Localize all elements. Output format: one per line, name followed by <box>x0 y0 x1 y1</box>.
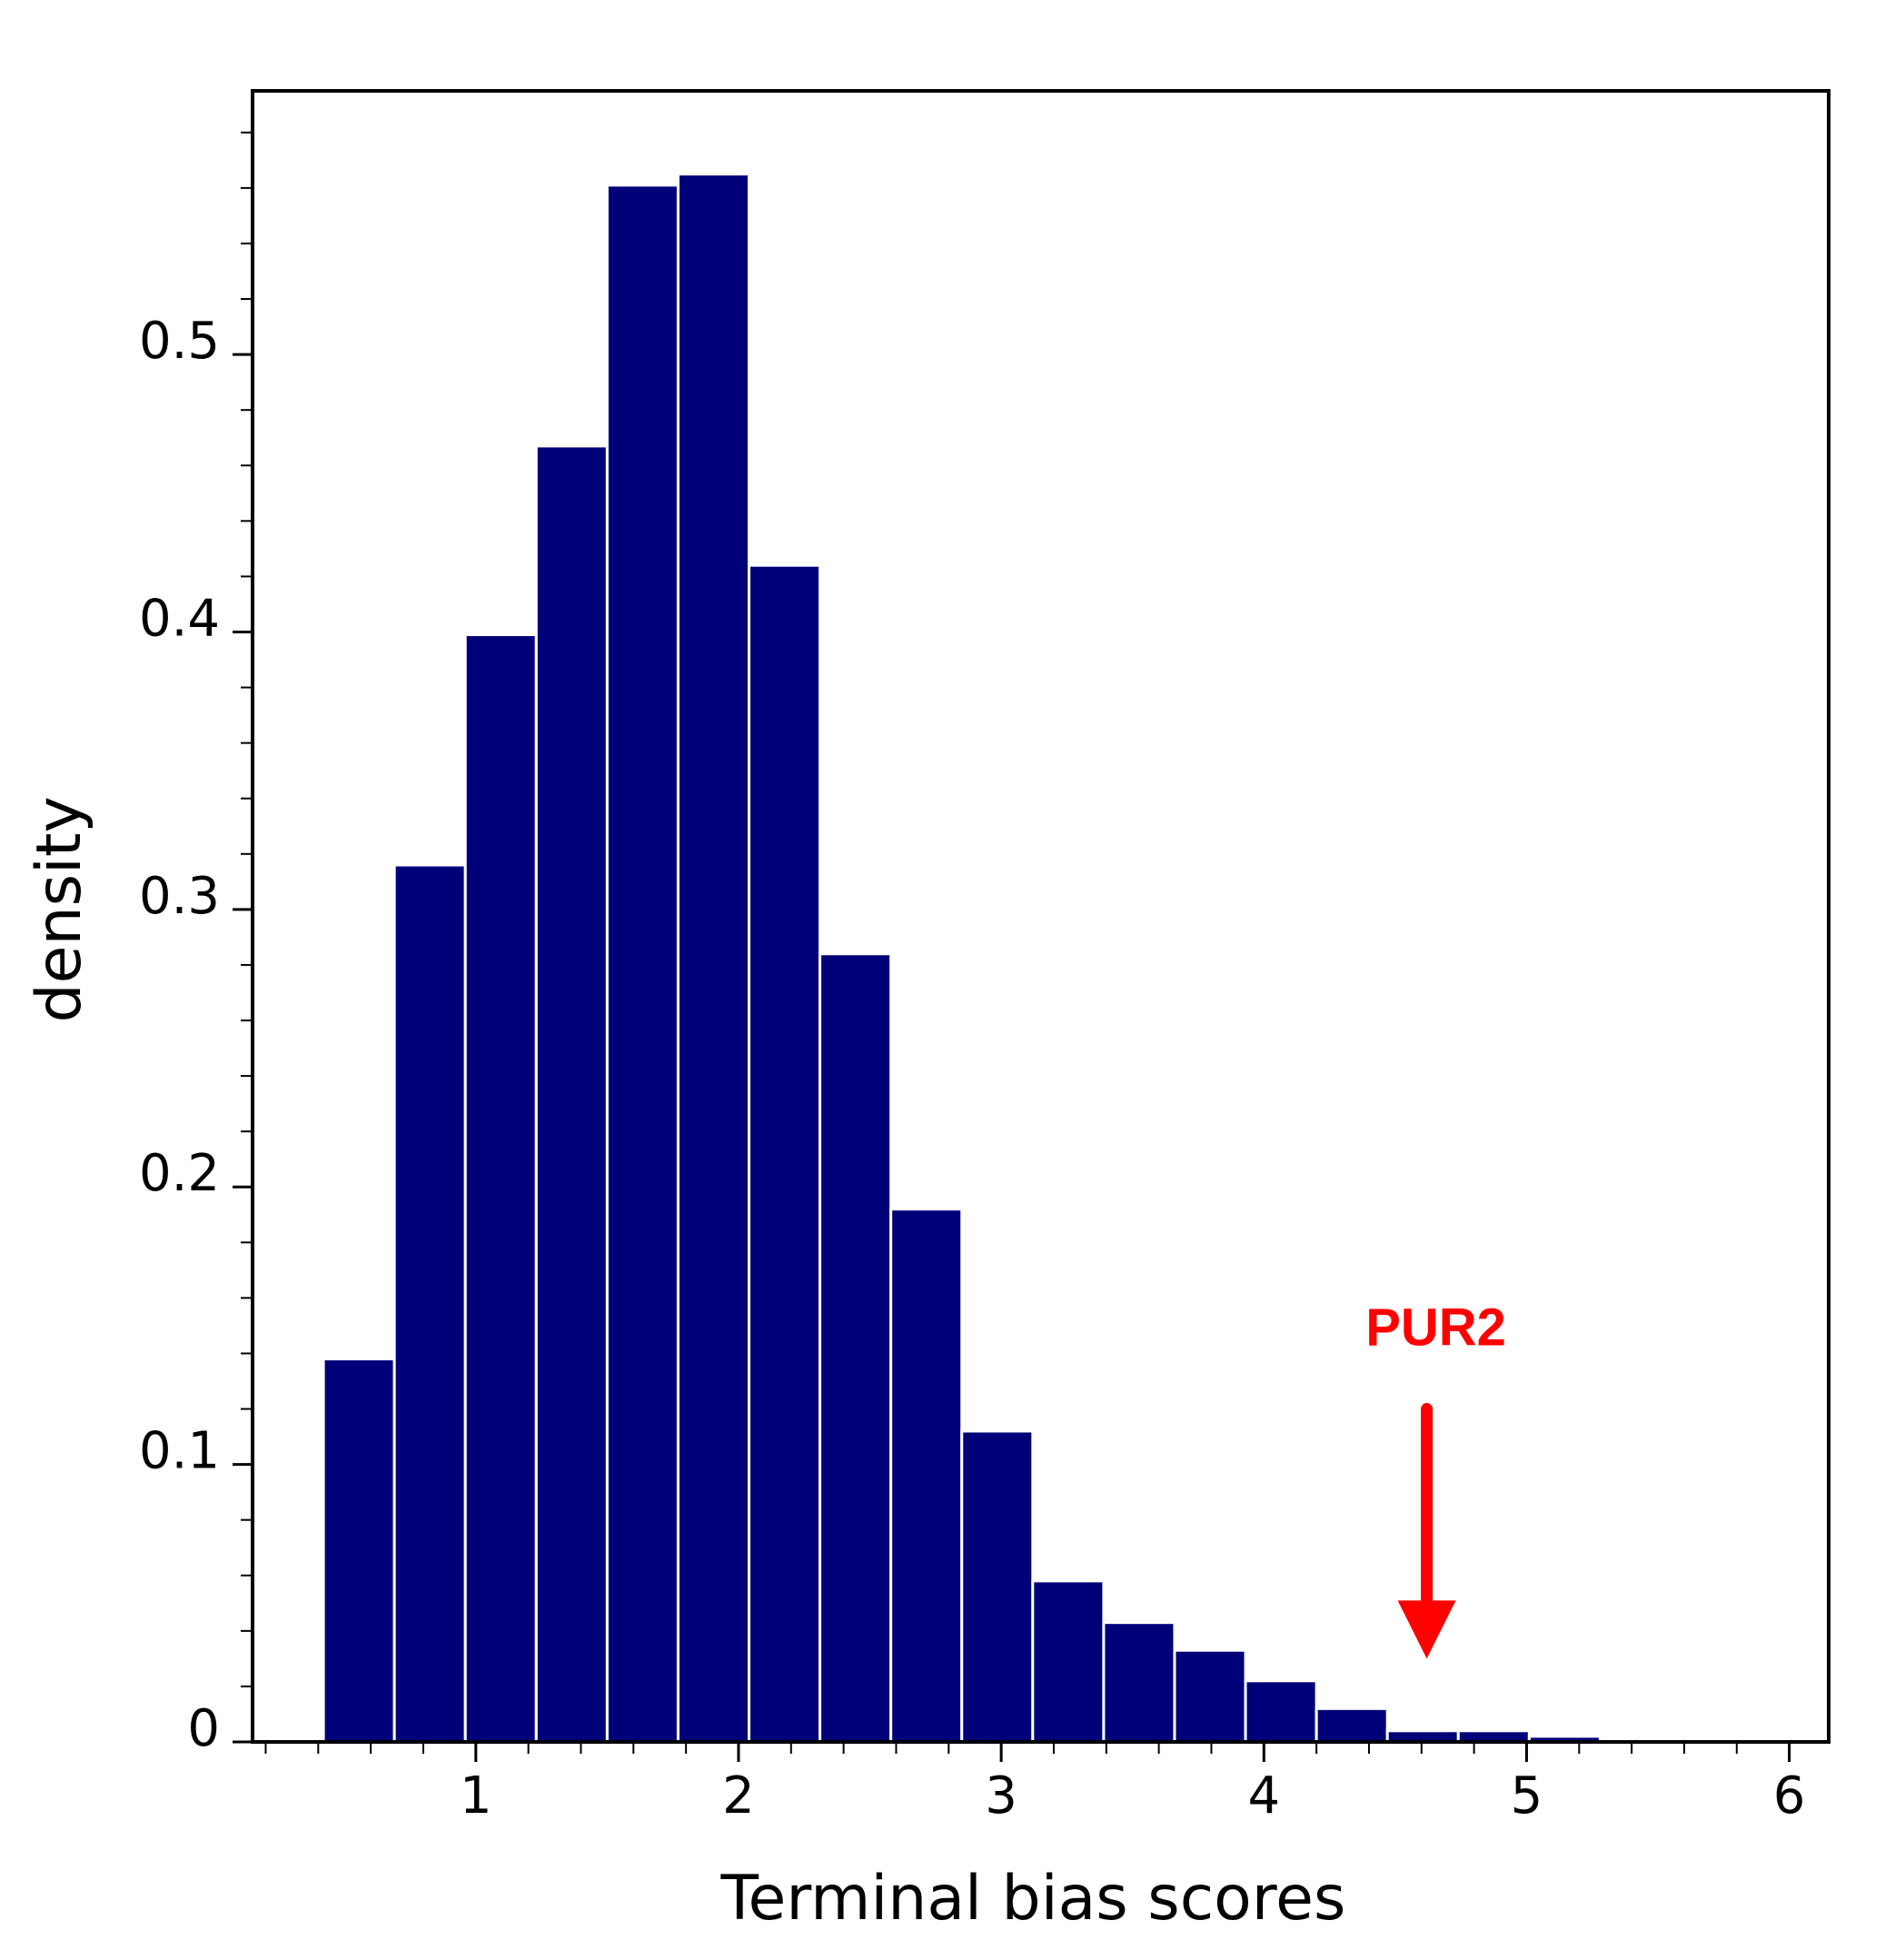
histogram-bar <box>392 863 467 1744</box>
y-tick-label: 0.3 <box>139 867 220 926</box>
y-axis-label: density <box>24 796 95 1022</box>
histogram-bar <box>819 952 893 1744</box>
histogram-bar <box>463 633 538 1744</box>
x-tick-label: 2 <box>722 1766 755 1826</box>
histogram-bar <box>1244 1679 1318 1744</box>
histogram-bar <box>676 173 751 1744</box>
y-tick-label: 0 <box>187 1699 220 1758</box>
bars-layer <box>322 173 1744 1744</box>
y-tick-label: 0.2 <box>139 1144 220 1203</box>
tick-labels-layer: 1 2 3 4 5 6 0 0.1 0.2 0.3 0.4 0.5 <box>139 312 1806 1826</box>
x-tick-label: 5 <box>1511 1766 1543 1826</box>
annotation-label: PUR2 <box>1365 1298 1506 1358</box>
histogram-bar <box>534 444 609 1744</box>
histogram-bar <box>1102 1621 1176 1744</box>
histogram-bar <box>960 1429 1035 1744</box>
x-tick-label: 1 <box>460 1766 492 1826</box>
histogram-bar <box>1315 1706 1389 1744</box>
plot-frame <box>251 89 1831 1744</box>
x-tick-label: 4 <box>1247 1766 1280 1826</box>
ticks-layer <box>233 131 1791 1762</box>
x-tick-label: 6 <box>1773 1766 1806 1826</box>
annotation-arrow-head <box>1397 1600 1456 1659</box>
histogram-bar <box>889 1208 964 1744</box>
histogram-bar <box>322 1358 396 1744</box>
x-axis-label: Terminal bias scores <box>720 1863 1346 1935</box>
annotation-layer: PUR2 <box>1365 1298 1506 1659</box>
y-tick-label: 0.1 <box>139 1422 220 1481</box>
histogram-bar <box>605 184 680 1744</box>
histogram-bar <box>1173 1648 1247 1744</box>
histogram-bar <box>1031 1579 1106 1744</box>
y-tick-label: 0.5 <box>139 312 220 371</box>
x-tick-label: 3 <box>985 1766 1017 1826</box>
y-tick-label: 0.4 <box>139 589 220 648</box>
histogram-bar <box>748 563 822 1744</box>
